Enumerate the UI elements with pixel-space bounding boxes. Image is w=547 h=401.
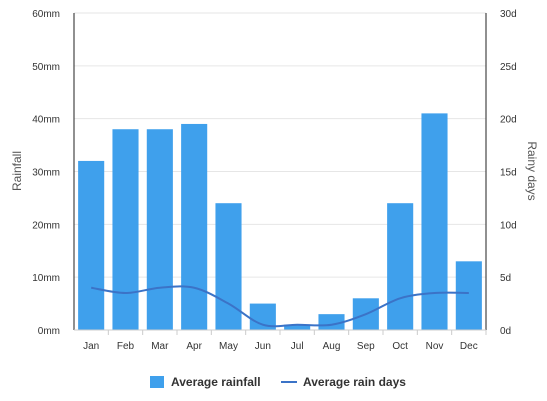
- y-axis-title: Rainfall: [10, 151, 24, 191]
- x-tick-label: May: [219, 341, 238, 352]
- legend-swatch-rainfall: [150, 376, 164, 388]
- x-tick-label: Apr: [186, 341, 202, 352]
- rainfall-bar[interactable]: [78, 160, 105, 330]
- axes: 0mm 10mm 20mm 30mm 40mm 50mm 60mm 0d 5d 10d 15d 20d…: [32, 9, 516, 352]
- y2-axis-title: Rainy days: [525, 141, 539, 200]
- gridlines: [74, 12, 486, 331]
- rainfall-bar[interactable]: [112, 129, 139, 330]
- rainfall-bar[interactable]: [455, 261, 482, 330]
- y2-tick-label: 15d: [500, 168, 517, 179]
- y2-tick-label: 25d: [500, 62, 517, 73]
- legend-item-rainfall[interactable]: Average rainfall: [150, 375, 261, 389]
- y2-tick-label: 30d: [500, 9, 517, 20]
- y-tick-label: 30mm: [32, 168, 60, 179]
- y-tick-label: 0mm: [38, 326, 60, 337]
- legend-label-rainfall: Average rainfall: [171, 375, 261, 389]
- y-tick-label: 50mm: [32, 62, 60, 73]
- y2-tick-label: 0d: [500, 326, 511, 337]
- y2-tick-label: 10d: [500, 220, 517, 231]
- y2-tick-label: 20d: [500, 115, 517, 126]
- x-tick-label: Jun: [255, 341, 271, 352]
- x-tick-label: Nov: [426, 341, 444, 352]
- x-tick-label: Sep: [357, 341, 375, 352]
- y-tick-label: 60mm: [32, 9, 60, 20]
- rainfall-bar[interactable]: [284, 324, 311, 330]
- x-tick-label: Aug: [323, 341, 341, 352]
- x-tick-label: Jul: [291, 341, 304, 352]
- rainfall-bar[interactable]: [421, 113, 448, 330]
- legend: Average rainfall Average rain days: [150, 375, 406, 389]
- y2-tick-label: 5d: [500, 273, 511, 284]
- rainfall-bar[interactable]: [387, 203, 414, 330]
- legend-label-rain-days: Average rain days: [303, 375, 406, 389]
- y-tick-label: 10mm: [32, 273, 60, 284]
- x-tick-label: Oct: [392, 341, 408, 352]
- legend-item-rain-days[interactable]: Average rain days: [281, 375, 406, 389]
- y-tick-label: 40mm: [32, 115, 60, 126]
- y-tick-label: 20mm: [32, 220, 60, 231]
- rain-days-line: [91, 285, 469, 328]
- rainfall-bar[interactable]: [181, 123, 208, 330]
- rainfall-bar[interactable]: [215, 203, 242, 330]
- rainfall-bars: [78, 113, 482, 330]
- x-tick-label: Feb: [117, 341, 135, 352]
- x-tick-label: Mar: [151, 341, 169, 352]
- x-tick-label: Dec: [460, 341, 478, 352]
- rain-days-line-path[interactable]: [91, 285, 469, 328]
- rainfall-bar[interactable]: [146, 129, 173, 330]
- x-tick-label: Jan: [83, 341, 99, 352]
